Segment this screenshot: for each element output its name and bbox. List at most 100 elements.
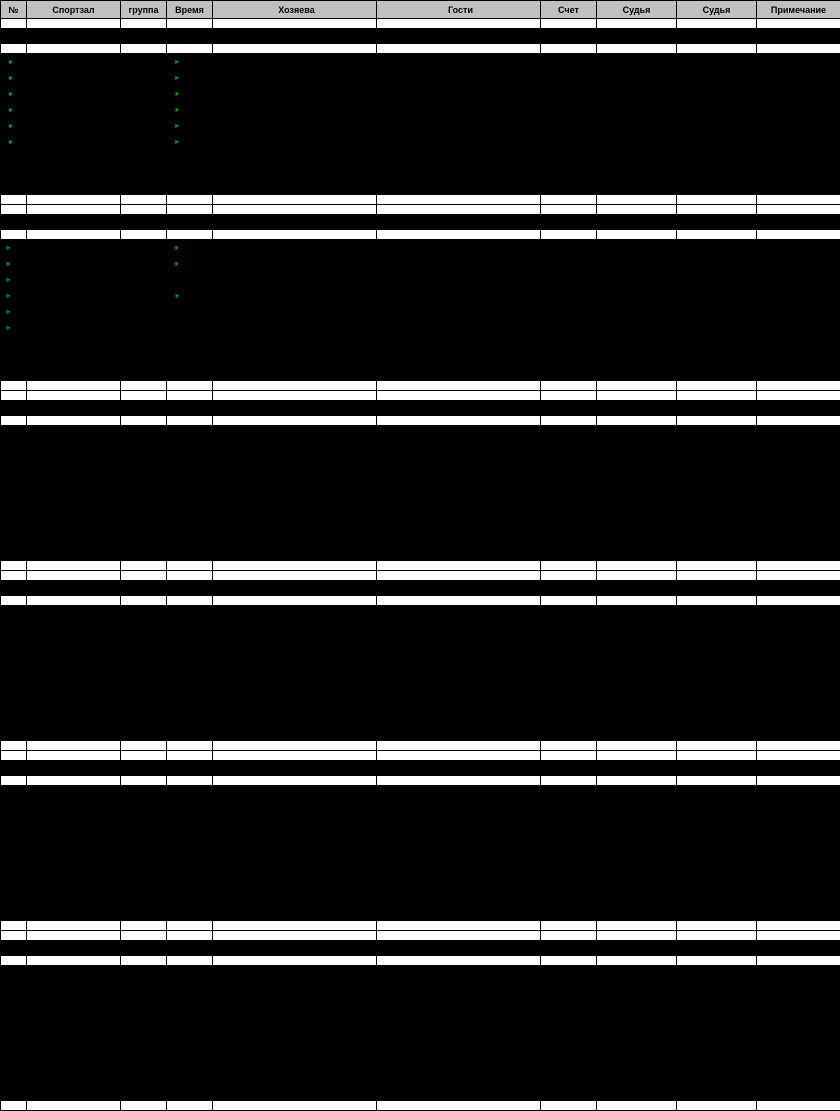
- cell: Медведи-1: [213, 134, 377, 150]
- table-body: 1 Тур (14, суббота) ▸1ЛицейА▸ 10:00ВК Ряз…: [1, 19, 840, 1111]
- time-cell: ▸ 11:45: [167, 102, 213, 118]
- cell: Аварийный бригада-1: [213, 426, 377, 441]
- cell: Медведи-2: [213, 1026, 377, 1041]
- cell: 30: [1, 636, 27, 651]
- cell: ВК Рязань-2: [377, 304, 541, 320]
- time-cell: ▸ 12:00: [167, 118, 213, 134]
- cell: Аварийный бригада-1: [377, 696, 541, 711]
- cell: Аварийный бригада-1: [213, 906, 377, 921]
- cell: ВК Рязань-2: [213, 846, 377, 861]
- cell: 7: [1, 150, 27, 165]
- cell: 26: [1, 531, 27, 546]
- cell: 28: [1, 606, 27, 621]
- cell: В (7-9): [121, 1056, 167, 1071]
- table-row: ▸10ЛицейБ▸ 10:00Рязань ДуэтМедведи-1: [1, 240, 840, 256]
- table-row: 20Б10:45ЭлитаСДЮШОР-1 Ю.Колесникова: [1, 441, 840, 456]
- cell: ВК Рязань-1: [213, 636, 377, 651]
- time-cell: 13:30: [167, 1056, 213, 1071]
- table-row: 19ЛицейА10:00Аварийный бригада-1ВК Рязан…: [1, 426, 840, 441]
- cell: Медведи-2: [213, 86, 377, 102]
- time-cell: 10:45: [167, 441, 213, 456]
- cell: Цифры: [377, 531, 541, 546]
- cell: 52: [1, 1056, 27, 1071]
- cell: Элита: [377, 981, 541, 996]
- cell: Север ДВ-1: [213, 651, 377, 666]
- date-label: 4 Тур (15, воскресенье): [1, 581, 840, 596]
- time-cell: 11:30: [167, 636, 213, 651]
- cell: Б: [121, 441, 167, 456]
- cell: 9: [1, 180, 27, 195]
- date-label: 2 Тур (14, суббота): [1, 215, 840, 230]
- time-cell: 14:45: [167, 546, 213, 561]
- cell: Арсенал: [213, 351, 377, 366]
- table-row: 35Б14:00ДЮСШ-1"Нива" Кострома: [1, 711, 840, 726]
- cell: Цифры: [213, 1056, 377, 1071]
- table-row: ▸3Б▸ 11:30Медведи-2ВК Рязань-2: [1, 86, 840, 102]
- table-row: 38А10:45Медведи-2Медведи-1: [1, 801, 840, 816]
- cell: СДЮШОР-10: [377, 651, 541, 666]
- cell: 18: [1, 366, 27, 381]
- cell: ▸5: [1, 118, 27, 134]
- table-row: 51Б (4-6)12:45АварийныйАрсенал: [1, 1041, 840, 1056]
- cell: Б: [121, 861, 167, 876]
- cell: Б: [121, 651, 167, 666]
- cell: СДЮШОР-1 Ю.Колесникова: [213, 621, 377, 636]
- cell: Аварийный бригада-2: [213, 876, 377, 891]
- table-row: 46ЛицейА (1-3)10:00ВК Рязань-1ВК Рязань-…: [1, 966, 840, 981]
- cell: Б: [121, 150, 167, 165]
- cell: ▸6: [1, 134, 27, 150]
- time-cell: 12:45: [167, 681, 213, 696]
- time-cell: 11:30: [167, 456, 213, 471]
- cell: Цифры: [377, 54, 541, 70]
- time-cell: 13:30: [167, 150, 213, 165]
- cell: Б: [121, 711, 167, 726]
- date-label: 3 Тур (15, воскресенье): [1, 401, 840, 416]
- cell: Б: [121, 366, 167, 381]
- cell: СДЮШОР-1 Ю.Колесникова: [213, 272, 377, 288]
- cell: Б: [121, 876, 167, 891]
- cell: ▸4: [1, 102, 27, 118]
- time-cell: ▸ 11:30: [167, 86, 213, 102]
- cell: Б: [121, 304, 167, 320]
- cell: 51: [1, 1041, 27, 1056]
- cell: Б: [121, 180, 167, 195]
- table-row: 41Б12:00ВК Рязань-2Медведи-1: [1, 846, 840, 861]
- cell: 49: [1, 1011, 27, 1026]
- time-cell: 14:00: [167, 165, 213, 180]
- cell: Цифры: [377, 906, 541, 921]
- time-cell: 12:45: [167, 320, 213, 336]
- cell: Медведи-2: [213, 501, 377, 516]
- cell: Б (4-6): [121, 1041, 167, 1056]
- cell: Север ДВ-1: [377, 996, 541, 1011]
- cell: В (7-9): [121, 1071, 167, 1086]
- cell: Аварийный бригада-2: [213, 456, 377, 471]
- date-row: 1 Тур (14, суббота): [1, 29, 840, 44]
- cell: ДЮСШ-2 Кольчуг.: [213, 320, 377, 336]
- time-cell: 14:45: [167, 1086, 213, 1101]
- date-row: 2 Тур (14, суббота): [1, 215, 840, 230]
- gym-cell: Лицей: [27, 966, 121, 1101]
- cell: 53: [1, 1071, 27, 1086]
- cell: 44: [1, 891, 27, 906]
- time-cell: 13:30: [167, 516, 213, 531]
- table-row: 48А (1-3)11:30Рязань ДуэтСевер ДВ-1: [1, 996, 840, 1011]
- cell: ВК Рязань-1: [213, 336, 377, 351]
- table-row: ▸6А▸ 12:45Медведи-1ДЮСШ-2 Кольчуг.: [1, 134, 840, 150]
- cell: 46: [1, 966, 27, 981]
- cell: Б: [121, 486, 167, 501]
- cell: А (1-3): [121, 981, 167, 996]
- cell: СДЮШОР-1 Ю.Колесникова: [377, 441, 541, 456]
- cell: ДЮСШ-2 Кольчуг.: [213, 816, 377, 831]
- cell: Медведи-1: [213, 666, 377, 681]
- cell: СДЮШОР-10: [377, 1011, 541, 1026]
- cell: 16: [1, 336, 27, 351]
- cell: А: [121, 70, 167, 86]
- cell: Б: [121, 240, 167, 256]
- table-row: 31Б11:45Север ДВ-1СДЮШОР-10: [1, 651, 840, 666]
- cell: Рязань Дуэт: [377, 861, 541, 876]
- cell: Б: [121, 102, 167, 118]
- col-header: Судья: [677, 1, 757, 19]
- cell: СДЮШОР-10: [213, 891, 377, 906]
- table-row: ▸1ЛицейА▸ 10:00ВК Рязань-1Цифры: [1, 54, 840, 70]
- date-row: 4 Тур (15, воскресенье): [1, 581, 840, 596]
